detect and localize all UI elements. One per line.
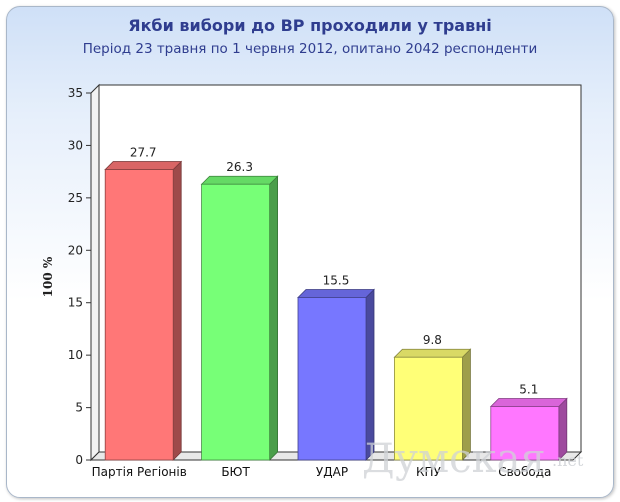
y-tick-label: 35: [68, 86, 83, 100]
bar: [393, 356, 463, 461]
category-label: Партія Регіонів: [92, 465, 187, 479]
bar-2: 26.3 БЮТ: [200, 160, 279, 479]
y-tick-label: 10: [68, 348, 83, 362]
bar-value-label: 27.7: [130, 146, 157, 160]
y-axis-label: 100 %: [41, 256, 55, 297]
bar-side: [269, 175, 279, 461]
bar: [104, 169, 174, 461]
bar-top: [297, 289, 375, 298]
bar: [297, 297, 367, 461]
category-label: БЮТ: [221, 465, 250, 479]
y-axis: 0 5 10 15 20 25 30 35: [68, 86, 91, 467]
chart-title: Якби вибори до ВР проходили у травні: [128, 16, 491, 35]
bar-3: 15.5 УДАР: [297, 273, 375, 479]
y-tick-label: 15: [68, 296, 83, 310]
chart-subtitle: Період 23 травня по 1 червня 2012, опита…: [83, 41, 538, 57]
category-label: Свобода: [498, 465, 551, 479]
bar-top: [200, 175, 279, 185]
bar: [201, 183, 271, 461]
bar-value-label: 15.5: [323, 273, 350, 287]
category-label: УДАР: [316, 465, 348, 479]
y-tick-label: 20: [68, 243, 83, 257]
bar: [490, 406, 560, 461]
category-label: КПУ: [416, 465, 442, 479]
bar-side: [365, 288, 375, 461]
y-tick-label: 0: [75, 453, 83, 467]
bar-5: 5.1 Свобода: [489, 383, 568, 479]
bar-top: [489, 398, 568, 407]
watermark: Думская .net: [362, 436, 584, 482]
y-tick-label: 25: [68, 191, 83, 205]
y-tick-label: 30: [68, 138, 83, 152]
watermark-text: Думская: [362, 436, 546, 482]
y-tick-label: 5: [75, 401, 83, 415]
bar-1: 27.7 Партія Регіонів: [92, 146, 187, 479]
bar-value-label: 5.1: [519, 383, 538, 397]
watermark-suffix: .net: [552, 451, 584, 470]
bar-value-label: 9.8: [423, 333, 442, 347]
plot-left-wall: [90, 83, 100, 462]
bar-value-label: 26.3: [226, 160, 253, 174]
bar-side: [172, 160, 182, 461]
bar-chart: Якби вибори до ВР проходили у травні Пер…: [41, 16, 584, 482]
chart-panel: Якби вибори до ВР проходили у травні Пер…: [6, 6, 614, 498]
bar-top: [104, 161, 183, 170]
bar-top: [393, 348, 472, 358]
bars: 27.7 Партія Регіонів 26.3 БЮТ 15.5 УДАР 9.8 КПУ…: [92, 146, 568, 479]
bar-4: 9.8 КПУ: [393, 333, 472, 479]
